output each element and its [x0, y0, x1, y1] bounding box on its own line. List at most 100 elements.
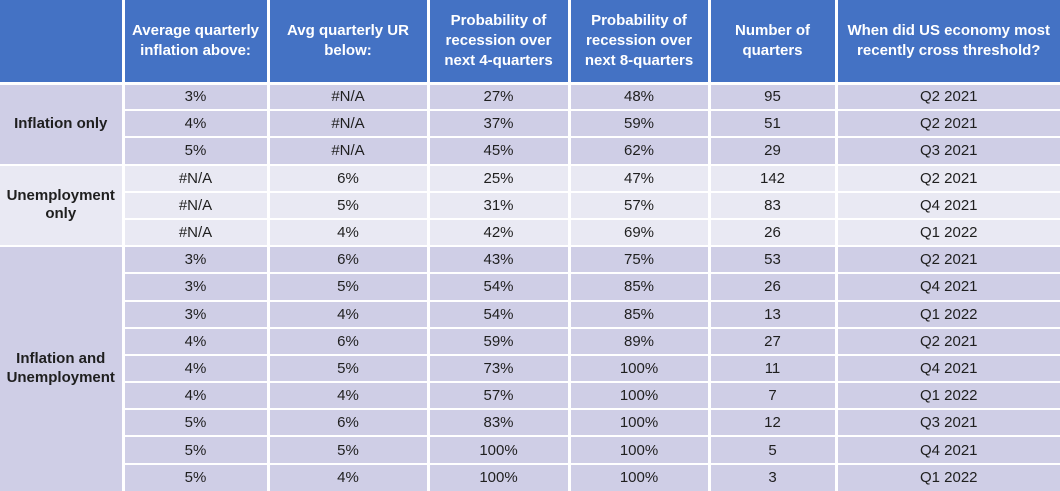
- table-cell: 6%: [268, 246, 430, 275]
- row-group-label: Inflation only: [0, 83, 125, 166]
- table-row: 5% 4% 100% 100% 3 Q1 2022: [0, 463, 1060, 491]
- table-cell: 13: [709, 300, 838, 329]
- table-cell: 12: [709, 409, 838, 438]
- table-cell: #N/A: [123, 191, 270, 220]
- table-row: 4% 6% 59% 89% 27 Q2 2021: [0, 327, 1060, 356]
- table-cell: 43%: [428, 246, 571, 275]
- table-cell: 142: [709, 164, 838, 193]
- table-cell: 85%: [569, 300, 711, 329]
- table-cell: 54%: [428, 273, 571, 302]
- table-cell: 29: [709, 137, 838, 166]
- column-header-threshold-crossed: When did US economy most recently cross …: [836, 0, 1060, 85]
- table-cell: 4%: [268, 382, 430, 411]
- table-cell: 5%: [268, 436, 430, 465]
- table-cell: 27: [709, 327, 838, 356]
- table-cell: 5%: [268, 191, 430, 220]
- table-cell: #N/A: [123, 164, 270, 193]
- table-cell: 26: [709, 273, 838, 302]
- table-cell: 4%: [123, 110, 270, 139]
- table-cell: 100%: [569, 354, 711, 384]
- column-header-prob-4q: Probability of recession over next 4-qua…: [428, 0, 571, 85]
- table-cell: 4%: [268, 463, 430, 491]
- column-header-num-quarters: Number of quarters: [709, 0, 838, 85]
- table-cell: Q1 2022: [836, 300, 1060, 329]
- table-cell: 5%: [123, 409, 270, 438]
- table-cell: 6%: [268, 164, 430, 193]
- row-group-label: Unemployment only: [0, 164, 125, 248]
- table-cell: 5%: [123, 436, 270, 465]
- table-cell: Q2 2021: [836, 164, 1060, 193]
- column-header-ur-threshold: Avg quarterly UR below:: [268, 0, 430, 85]
- table-cell: 75%: [569, 246, 711, 275]
- table-body: Inflation only 3% #N/A 27% 48% 95 Q2 2021 4% #N/…: [0, 83, 1060, 491]
- header-row: Average quarterly inflation above: Avg q…: [0, 0, 1060, 85]
- table-cell: Q3 2021: [836, 137, 1060, 166]
- table-cell: 59%: [569, 110, 711, 139]
- table-cell: #N/A: [268, 83, 430, 112]
- table-cell: 5%: [123, 463, 270, 491]
- table-cell: #N/A: [268, 110, 430, 139]
- table-cell: Q4 2021: [836, 191, 1060, 220]
- table-row: Inflation only 3% #N/A 27% 48% 95 Q2 2021: [0, 83, 1060, 166]
- table-cell: 85%: [569, 273, 711, 302]
- table-cell: 5%: [268, 273, 430, 302]
- table-cell: 83%: [428, 409, 571, 438]
- table-cell: 26: [709, 218, 838, 248]
- table-cell: 31%: [428, 191, 571, 220]
- table-cell: 100%: [569, 463, 711, 491]
- table-cell: 59%: [428, 327, 571, 356]
- table-cell: 100%: [569, 436, 711, 465]
- table-cell: 51: [709, 110, 838, 139]
- table-cell: 100%: [569, 409, 711, 438]
- row-group-label: Inflation and Unemployment: [0, 246, 125, 491]
- table-row: Inflation and Unemployment 3% 6% 43% 75% 53 Q2…: [0, 246, 1060, 491]
- table-cell: 73%: [428, 354, 571, 384]
- table-cell: 62%: [569, 137, 711, 166]
- table-cell: 4%: [123, 382, 270, 411]
- table-cell: 47%: [569, 164, 711, 193]
- table-row: 4% #N/A 37% 59% 51 Q2 2021: [0, 110, 1060, 139]
- table-cell: 3%: [123, 246, 270, 275]
- table-cell: 4%: [268, 218, 430, 248]
- table-cell: 6%: [268, 409, 430, 438]
- table-cell: 5: [709, 436, 838, 465]
- table-cell: Q4 2021: [836, 273, 1060, 302]
- table-cell: 53: [709, 246, 838, 275]
- table-cell: Q2 2021: [836, 327, 1060, 356]
- table-cell: 3%: [123, 83, 270, 112]
- table-cell: 57%: [569, 191, 711, 220]
- table-cell: 3%: [123, 273, 270, 302]
- table-cell: #N/A: [268, 137, 430, 166]
- column-header-prob-8q: Probability of recession over next 8-qua…: [569, 0, 711, 85]
- table-cell: 3%: [123, 300, 270, 329]
- table-cell: 95: [709, 83, 838, 112]
- table-cell: #N/A: [123, 218, 270, 248]
- table-cell: 42%: [428, 218, 571, 248]
- table-cell: 57%: [428, 382, 571, 411]
- table-cell: 37%: [428, 110, 571, 139]
- table-cell: 4%: [123, 354, 270, 384]
- table-cell: Q2 2021: [836, 110, 1060, 139]
- table-row: 4% 5% 73% 100% 11 Q4 2021: [0, 354, 1060, 384]
- table-row: 3% 5% 54% 85% 26 Q4 2021: [0, 273, 1060, 302]
- table-cell: 5%: [123, 137, 270, 166]
- table-cell: 6%: [268, 327, 430, 356]
- table-cell: 3: [709, 463, 838, 491]
- table-cell: 89%: [569, 327, 711, 356]
- table-cell: 54%: [428, 300, 571, 329]
- table-cell: Q4 2021: [836, 354, 1060, 384]
- table-cell: 69%: [569, 218, 711, 248]
- table-cell: Q3 2021: [836, 409, 1060, 438]
- table-cell: Q4 2021: [836, 436, 1060, 465]
- table-cell: 48%: [569, 83, 711, 112]
- table-row: 5% 5% 100% 100% 5 Q4 2021: [0, 436, 1060, 465]
- table-cell: Q2 2021: [836, 83, 1060, 112]
- table-cell: 25%: [428, 164, 571, 193]
- table-row: 5% 6% 83% 100% 12 Q3 2021: [0, 409, 1060, 438]
- table-cell: 83: [709, 191, 838, 220]
- table-cell: 5%: [268, 354, 430, 384]
- table-cell: Q1 2022: [836, 463, 1060, 491]
- table-row: 5% #N/A 45% 62% 29 Q3 2021: [0, 137, 1060, 166]
